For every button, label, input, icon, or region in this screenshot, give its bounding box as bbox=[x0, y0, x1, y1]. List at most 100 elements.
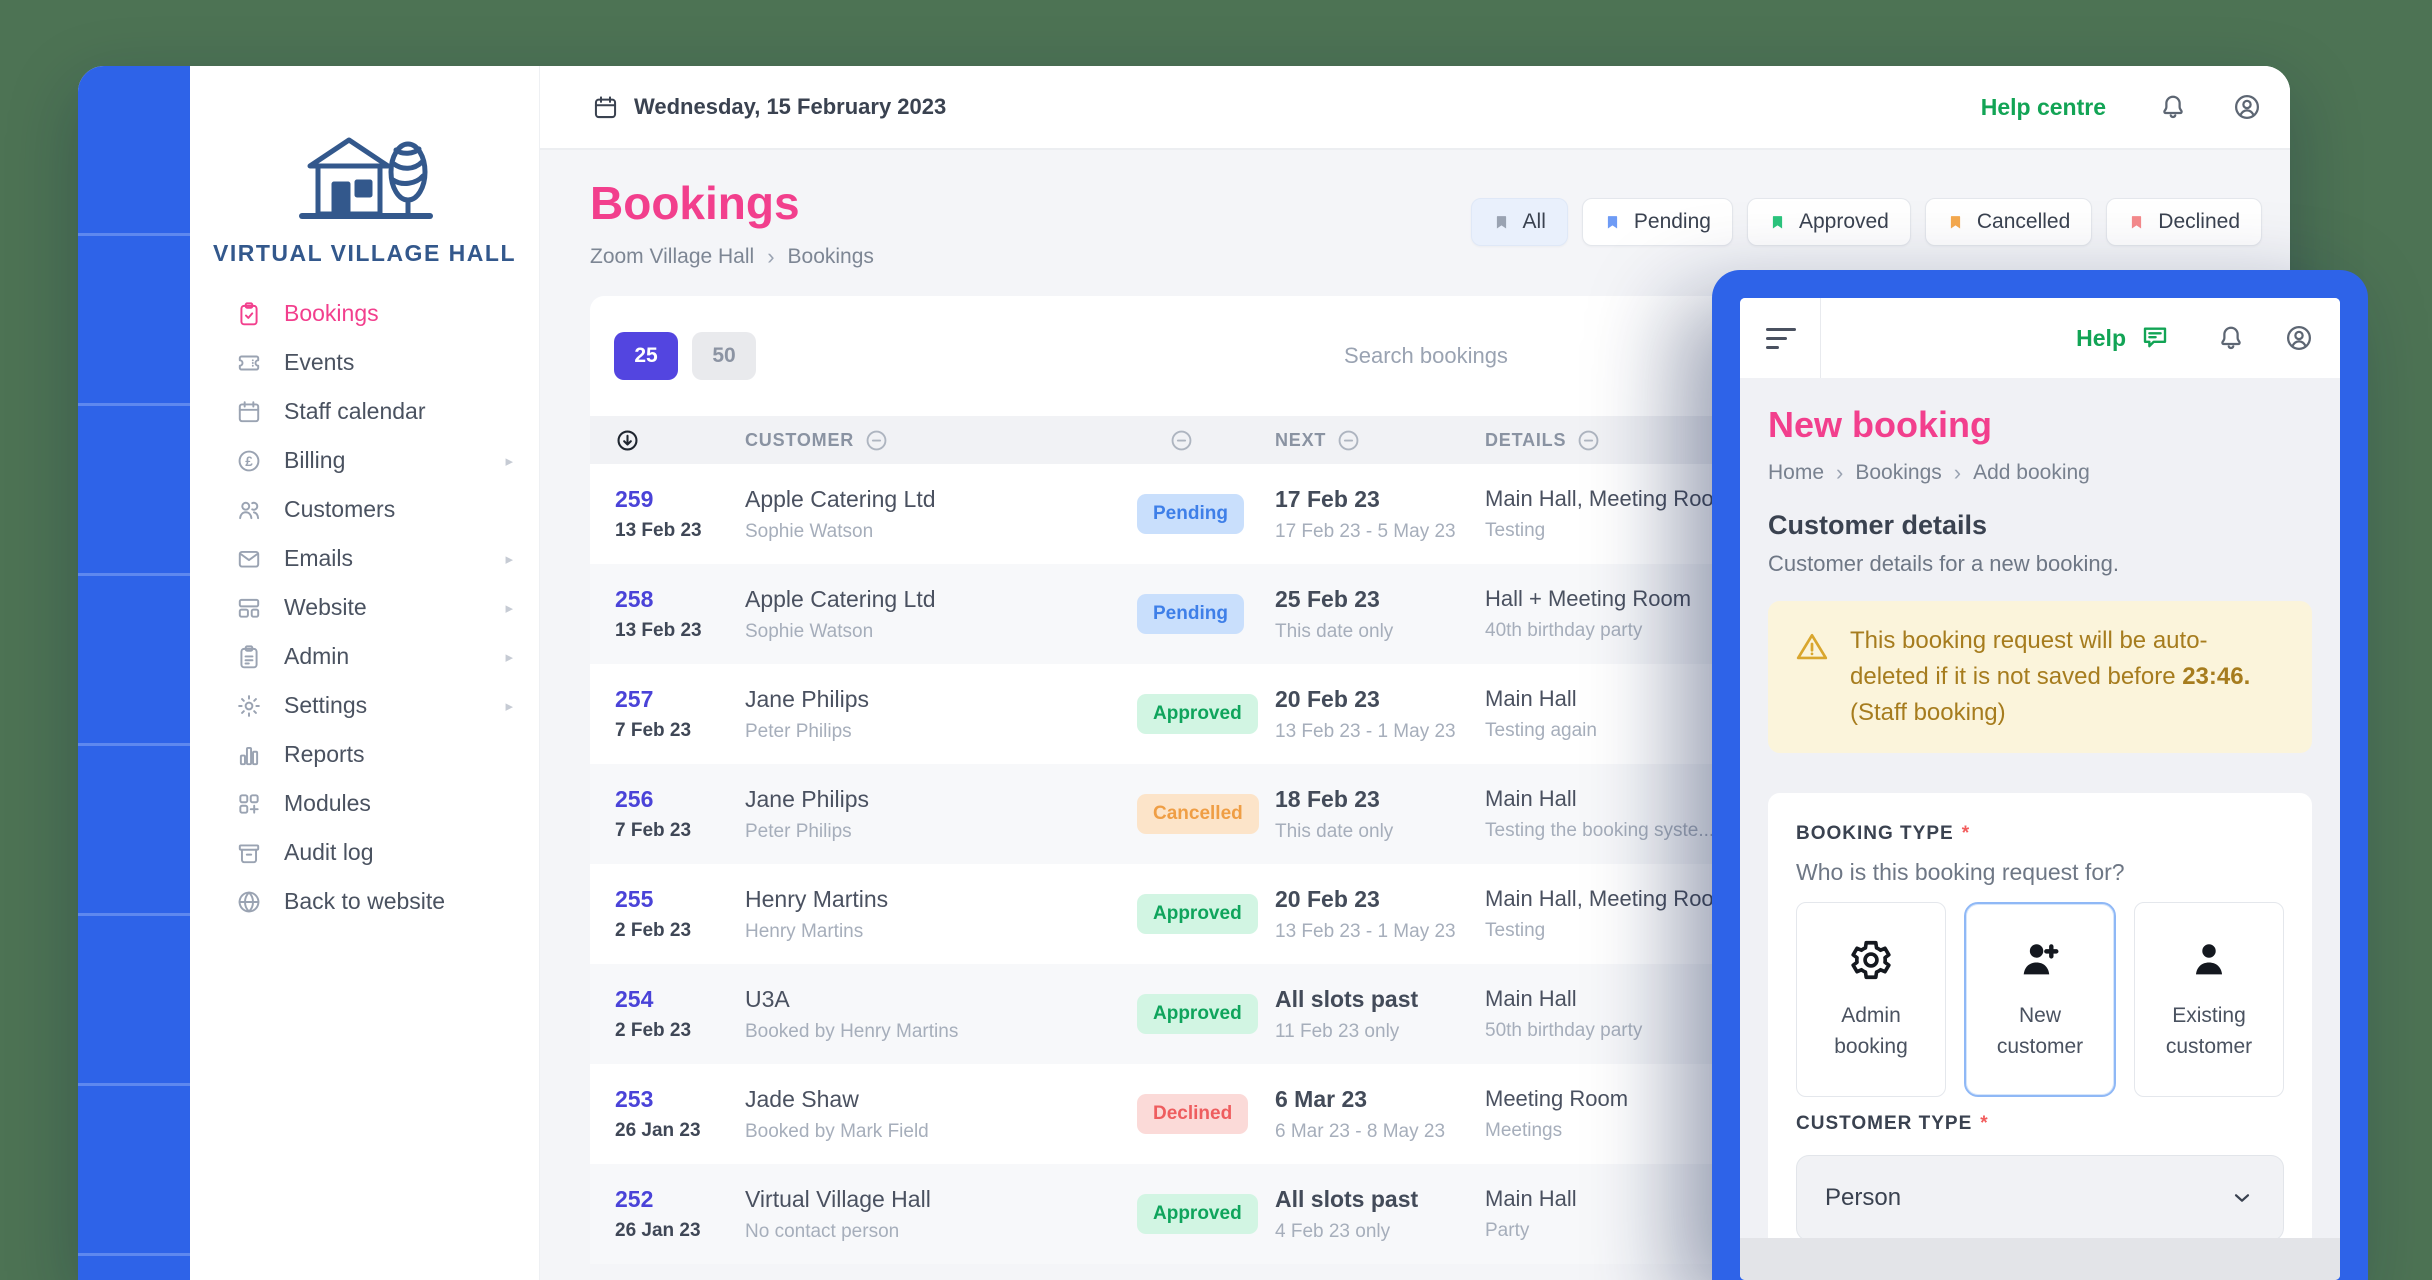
booking-id-cell: 259 13 Feb 23 bbox=[590, 486, 745, 542]
submenu-arrow-icon: ▸ bbox=[505, 599, 513, 617]
customer-name: Jane Philips bbox=[745, 685, 870, 712]
filter-chip-cancelled[interactable]: Cancelled bbox=[1924, 198, 2093, 246]
status-cell: Approved bbox=[1125, 1194, 1275, 1234]
chat-bubble-icon[interactable] bbox=[2140, 323, 2170, 353]
booking-description: Testing bbox=[1485, 520, 1546, 541]
table-row[interactable]: 259 13 Feb 23 Apple Catering Ltd Sophie … bbox=[590, 464, 2262, 564]
option-existing-customer[interactable]: Existing customer bbox=[2134, 902, 2284, 1097]
booking-id[interactable]: 258 bbox=[615, 586, 654, 612]
page-size-25-button[interactable]: 25 bbox=[614, 332, 678, 380]
sidebar-item-emails[interactable]: Emails ▸ bbox=[190, 534, 539, 583]
user-avatar-icon[interactable] bbox=[2232, 92, 2262, 122]
filter-chip-all[interactable]: All bbox=[1470, 198, 1568, 246]
option-new-customer[interactable]: New customer bbox=[1964, 902, 2116, 1097]
sidebar-item-back-to-website[interactable]: Back to website bbox=[190, 877, 539, 926]
date-range: 17 Feb 23 - 5 May 23 bbox=[1275, 520, 1456, 542]
booking-id[interactable]: 254 bbox=[615, 986, 654, 1012]
minus-circle-icon bbox=[1338, 430, 1359, 450]
search-input[interactable] bbox=[1166, 343, 1686, 369]
booking-id-cell: 256 7 Feb 23 bbox=[590, 786, 745, 842]
next-column-header[interactable]: NEXT bbox=[1275, 428, 1485, 453]
status-column-header[interactable] bbox=[1125, 428, 1275, 453]
events-icon bbox=[236, 350, 262, 376]
details-cell: Main Hall, Meeting Room Testing bbox=[1485, 886, 2262, 942]
sidebar-item-billing[interactable]: £ Billing ▸ bbox=[190, 436, 539, 485]
customer-type-select[interactable]: Person bbox=[1796, 1155, 2284, 1238]
audit-log-icon bbox=[236, 840, 262, 866]
filter-chip-pending[interactable]: Pending bbox=[1581, 198, 1733, 246]
status-badge: Approved bbox=[1137, 694, 1258, 734]
booking-id[interactable]: 253 bbox=[615, 1086, 654, 1112]
help-link[interactable]: Help bbox=[2076, 324, 2126, 351]
sidebar-item-modules[interactable]: Modules bbox=[190, 779, 539, 828]
panel-title: New booking bbox=[1768, 404, 1992, 445]
bell-icon[interactable] bbox=[2158, 92, 2188, 122]
booking-type-label: BOOKING TYPE bbox=[1796, 823, 1954, 844]
booking-type-question: Who is this booking request for? bbox=[1796, 859, 2125, 885]
breadcrumb-item[interactable]: Add booking bbox=[1973, 461, 2090, 484]
bell-icon[interactable] bbox=[2216, 323, 2246, 353]
topbar-actions: Help centre bbox=[1981, 92, 2262, 122]
user-avatar-icon[interactable] bbox=[2284, 323, 2314, 353]
sidebar-item-admin[interactable]: Admin ▸ bbox=[190, 632, 539, 681]
contact-name: Sophie Watson bbox=[745, 620, 874, 642]
table-row[interactable]: 255 2 Feb 23 Henry Martins Henry Martins… bbox=[590, 864, 2262, 964]
auto-delete-warning: This booking request will be auto-delete… bbox=[1768, 601, 2312, 753]
sidebar-item-label: Modules bbox=[284, 790, 371, 816]
status-badge: Declined bbox=[1137, 1094, 1249, 1134]
menu-icon[interactable] bbox=[1766, 327, 1796, 349]
person-icon bbox=[2195, 944, 2223, 975]
sidebar-item-reports[interactable]: Reports bbox=[190, 730, 539, 779]
date-label: Wednesday, 15 February 2023 bbox=[634, 94, 947, 119]
sidebar-item-settings[interactable]: Settings ▸ bbox=[190, 681, 539, 730]
status-cell: Pending bbox=[1125, 494, 1275, 534]
booking-description: Testing bbox=[1485, 920, 1546, 941]
sidebar-item-label: Events bbox=[284, 349, 355, 375]
booking-id[interactable]: 257 bbox=[615, 686, 654, 712]
sidebar-item-audit-log[interactable]: Audit log bbox=[190, 828, 539, 877]
booking-id[interactable]: 256 bbox=[615, 786, 654, 812]
booking-created-date: 7 Feb 23 bbox=[615, 720, 692, 741]
sidebar-item-bookings[interactable]: Bookings bbox=[190, 289, 539, 338]
booking-created-date: 2 Feb 23 bbox=[615, 1020, 692, 1041]
next-cell: 25 Feb 23 This date only bbox=[1275, 586, 1485, 643]
sort-column-header[interactable] bbox=[590, 428, 745, 453]
customer-name: Apple Catering Ltd bbox=[745, 585, 936, 612]
booking-id[interactable]: 252 bbox=[615, 1186, 654, 1212]
option-admin-booking[interactable]: Admin booking bbox=[1796, 902, 1946, 1097]
filter-chip-approved[interactable]: Approved bbox=[1746, 198, 1911, 246]
page-size-50-button[interactable]: 50 bbox=[692, 332, 756, 380]
breadcrumb-separator: › bbox=[1953, 460, 1962, 485]
rooms: Main Hall, Meeting Room bbox=[1485, 486, 1732, 511]
contact-name: Peter Philips bbox=[745, 820, 852, 842]
status-cell: Pending bbox=[1125, 594, 1275, 634]
table-row[interactable]: 253 26 Jan 23 Jade Shaw Booked by Mark F… bbox=[590, 1064, 2262, 1164]
breadcrumb-item[interactable]: Home bbox=[1768, 461, 1825, 484]
modules-icon bbox=[236, 791, 262, 817]
brand-name: VIRTUAL VILLAGE HALL bbox=[212, 240, 516, 266]
booking-id-cell: 257 7 Feb 23 bbox=[590, 686, 745, 742]
details-column-header[interactable]: DETAILS bbox=[1485, 428, 2262, 453]
help-centre-link[interactable]: Help centre bbox=[1980, 93, 2106, 120]
booking-id[interactable]: 255 bbox=[615, 886, 654, 912]
next-date: 20 Feb 23 bbox=[1275, 885, 1380, 912]
booking-id-cell: 258 13 Feb 23 bbox=[590, 586, 745, 642]
sidebar-item-website[interactable]: Website ▸ bbox=[190, 583, 539, 632]
breadcrumb-item[interactable]: Zoom Village Hall bbox=[590, 245, 755, 268]
sidebar-item-customers[interactable]: Customers bbox=[190, 485, 539, 534]
booking-id[interactable]: 259 bbox=[615, 486, 654, 512]
brand-logo: VIRTUAL VILLAGE HALL bbox=[190, 128, 539, 267]
breadcrumb-item[interactable]: Bookings bbox=[1855, 461, 1942, 484]
sidebar-item-label: Staff calendar bbox=[284, 398, 426, 424]
customer-cell: Jane Philips Peter Philips bbox=[745, 686, 1125, 743]
next-date: All slots past bbox=[1275, 985, 1419, 1012]
customer-column-header[interactable]: CUSTOMER bbox=[745, 428, 1125, 453]
filter-chip-declined[interactable]: Declined bbox=[2106, 198, 2262, 246]
sidebar-item-staff-calendar[interactable]: Staff calendar bbox=[190, 387, 539, 436]
date-range: This date only bbox=[1275, 620, 1394, 642]
customer-cell: Apple Catering Ltd Sophie Watson bbox=[745, 486, 1125, 543]
sidebar-item-events[interactable]: Events bbox=[190, 338, 539, 387]
bookmark-icon bbox=[1496, 215, 1506, 229]
breadcrumb-item[interactable]: Bookings bbox=[787, 245, 874, 268]
table-row[interactable]: 257 7 Feb 23 Jane Philips Peter Philips … bbox=[590, 664, 2262, 764]
